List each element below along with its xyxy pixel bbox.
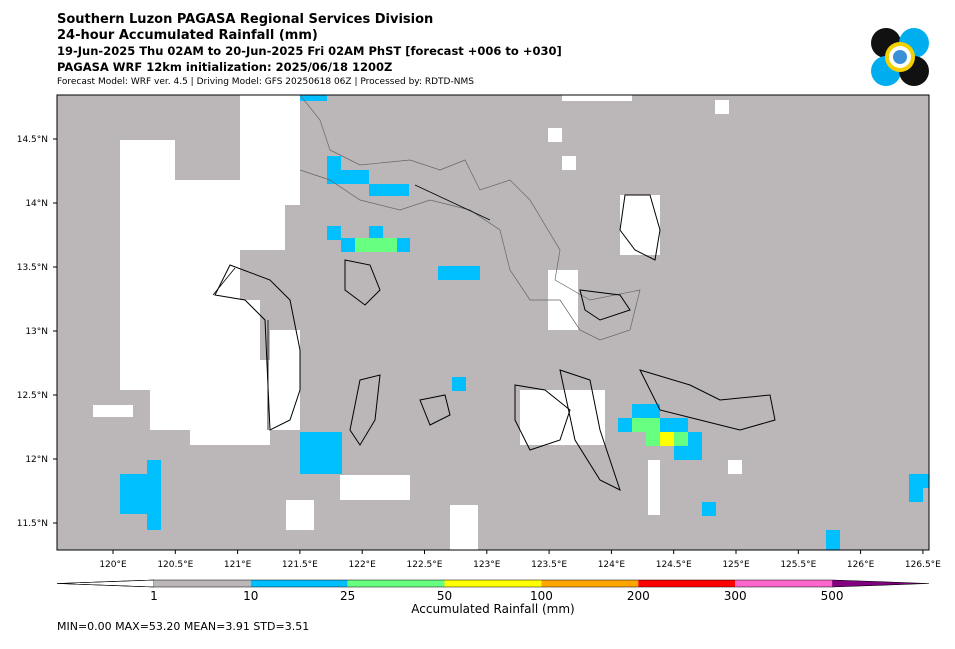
- y-tick-label: 14°N: [25, 199, 48, 209]
- colorbar-segment: [153, 580, 251, 587]
- model-info: Forecast Model: WRF ver. 4.5 | Driving M…: [57, 77, 474, 87]
- colorbar-segment: [347, 580, 445, 587]
- x-tick-label: 124.5°E: [656, 560, 692, 570]
- x-tick-label: 125.5°E: [780, 560, 816, 570]
- y-tick-label: 13°N: [25, 327, 48, 337]
- coastlines: [212, 94, 776, 491]
- colorbar-label: 1: [150, 589, 158, 603]
- rain-cells: [120, 95, 929, 550]
- stats: MIN=0.00 MAX=53.20 MEAN=3.91 STD=3.51: [57, 620, 309, 633]
- x-tick-label: 122°E: [349, 560, 377, 570]
- x-tick-label: 124°E: [598, 560, 626, 570]
- no-rain-cells: [93, 95, 742, 550]
- logo: [871, 28, 929, 86]
- colorbar-label: 300: [724, 589, 747, 603]
- colorbar: 1 10 25 50 100 200 300 500: [56, 579, 930, 603]
- colorbar-segment: [638, 580, 736, 587]
- y-tick-label: 13.5°N: [17, 263, 48, 273]
- colorbar-label: 100: [530, 589, 553, 603]
- colorbar-segment: [541, 580, 639, 587]
- colorbar-label: 25: [340, 589, 355, 603]
- init: PAGASA WRF 12km initialization: 2025/06/…: [57, 60, 392, 74]
- x-tick-label: 123.5°E: [531, 560, 567, 570]
- colorbar-outline: [56, 579, 930, 588]
- x-tick-label: 120.5°E: [157, 560, 193, 570]
- colorbar-segment: [250, 580, 348, 587]
- period: 19-Jun-2025 Thu 02AM to 20-Jun-2025 Fri …: [57, 44, 562, 58]
- y-tick-label: 12°N: [25, 455, 48, 465]
- colorbar-over: [832, 580, 929, 587]
- colorbar-under: [56, 579, 155, 588]
- colorbar-label: 200: [627, 589, 650, 603]
- x-tick-label: 120°E: [99, 560, 127, 570]
- colorbar-segment: [735, 580, 833, 587]
- title: Southern Luzon PAGASA Regional Services …: [57, 12, 433, 27]
- map-area: [56, 94, 930, 551]
- x-tick-label: 125°E: [722, 560, 750, 570]
- colorbar-title: Accumulated Rainfall (mm): [411, 602, 574, 616]
- x-tick-label: 122.5°E: [407, 560, 443, 570]
- colorbar-segment: [444, 580, 542, 587]
- y-tick-label: 12.5°N: [17, 391, 48, 401]
- colorbar-label: 50: [437, 589, 452, 603]
- x-tick-label: 126.5°E: [905, 560, 941, 570]
- y-tick-label: 14.5°N: [17, 135, 48, 145]
- map-frame: [56, 94, 930, 551]
- y-tick-label: 11.5°N: [17, 519, 48, 529]
- x-tick-label: 121°E: [224, 560, 252, 570]
- subtitle: 24-hour Accumulated Rainfall (mm): [57, 28, 318, 43]
- x-tick-label: 123°E: [473, 560, 501, 570]
- colorbar-label: 500: [821, 589, 844, 603]
- x-tick-label: 121.5°E: [282, 560, 318, 570]
- x-tick-label: 126°E: [847, 560, 875, 570]
- colorbar-label: 10: [243, 589, 258, 603]
